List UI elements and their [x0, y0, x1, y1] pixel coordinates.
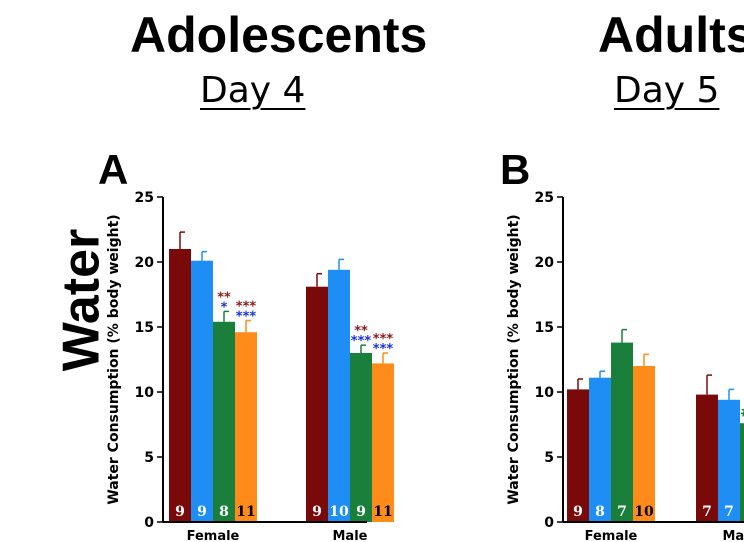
panel-a-bar	[235, 332, 257, 522]
panel-b-y-tick-label: 15	[535, 320, 554, 336]
panel-a-bar	[191, 260, 213, 522]
panel-b-n-label: 9	[573, 504, 583, 520]
panel-b-bar	[589, 377, 611, 522]
panel-b-y-tick-label: 10	[535, 385, 555, 401]
panel-a-y-tick-label: 25	[135, 190, 154, 206]
panel-a-sig-annotation: ***	[373, 332, 394, 347]
panel-a-y-tick-label: 10	[135, 385, 155, 401]
panel-a-sig-annotation: ***	[351, 334, 372, 349]
panel-a-y-axis-label: Water Consumption (% body weight)	[106, 214, 122, 504]
panel-a-bar	[169, 249, 191, 522]
panel-a-y-tick-label: 15	[135, 320, 154, 336]
panel-b-n-label: 7	[724, 504, 734, 520]
panel-b-y-axis-label: Water Consumption (% body weight)	[506, 214, 522, 504]
panel-b-y-tick-label: 0	[544, 515, 554, 531]
panel-b-n-label: 8	[595, 504, 605, 520]
panel-b-bar	[611, 342, 633, 522]
panel-a-n-label: 8	[219, 504, 229, 520]
panel-a-y-tick-label: 5	[144, 450, 154, 466]
panel-b-y-tick-label: 25	[535, 190, 554, 206]
panel-b-n-label: 7	[702, 504, 712, 520]
panel-b-bar	[567, 389, 589, 522]
panel-a-y-tick-label: 0	[144, 515, 154, 531]
panel-b-y-tick-label: 20	[535, 255, 555, 271]
adults-title: Adults	[598, 7, 744, 63]
panel-b-letter: B	[500, 146, 531, 193]
panel-a-sig-annotation: ***	[373, 342, 394, 357]
panel-a-n-label: 9	[312, 504, 322, 520]
adolescents-day-title: Day 4	[200, 70, 306, 111]
panel-a-sig-annotation: *	[221, 300, 228, 315]
panel-a-sig-annotation: ***	[236, 310, 257, 325]
panel-a-bar	[372, 363, 394, 522]
panel-b-bar	[740, 423, 744, 522]
panel-a-sig-annotation: **	[217, 290, 231, 305]
panel-b-sig-annotation: ##	[740, 406, 744, 421]
panel-a-category-label: Male	[333, 529, 368, 542]
panel-b-bar	[718, 399, 740, 522]
panel-a-bar	[350, 353, 372, 522]
panel-a-y-tick-label: 20	[135, 255, 155, 271]
panel-a-category-label: Female	[187, 529, 240, 542]
panel-a-sig-annotation: **	[354, 324, 368, 339]
panel-b-n-label: 10	[634, 504, 654, 520]
panel-a-n-label: 9	[197, 504, 207, 520]
panel-a-bar	[328, 269, 350, 522]
adolescents-title: Adolescents	[130, 7, 428, 63]
panel-a-sig-annotation: ***	[236, 300, 257, 315]
panel-a-n-label: 9	[356, 504, 366, 520]
panel-a-n-label: 10	[329, 504, 349, 520]
panel-a-bar	[213, 321, 235, 522]
panel-a-n-label: 11	[236, 504, 255, 520]
panel-b-bar	[696, 394, 718, 522]
panel-b-y-tick-label: 5	[544, 450, 554, 466]
panel-b-bar	[633, 366, 655, 522]
panel-b-n-label: 7	[617, 504, 627, 520]
panel-a-n-label: 9	[175, 504, 185, 520]
panel-a-n-label: 11	[373, 504, 392, 520]
panel-b-category-label: Female	[585, 529, 638, 542]
panel-a-letter: A	[98, 146, 129, 193]
panel-a-bar	[306, 286, 328, 522]
panel-b-category-label: Male	[723, 529, 744, 542]
adults-day-title: Day 5	[614, 70, 720, 111]
